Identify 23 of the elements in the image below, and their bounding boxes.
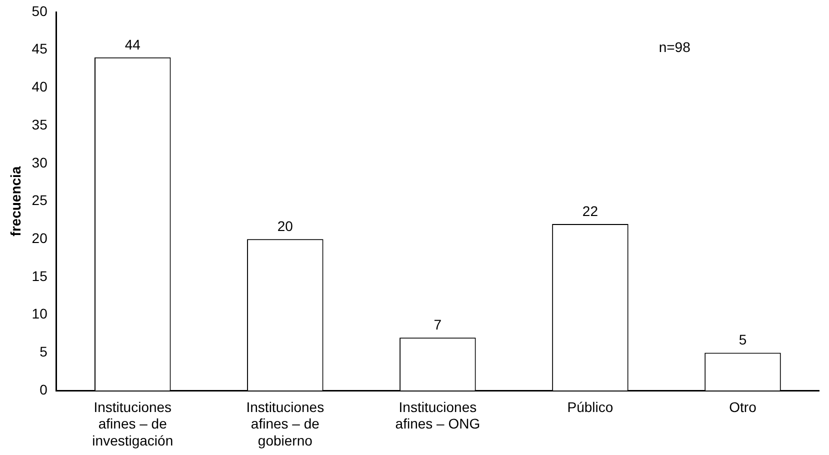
y-tick-label: 25 [32, 192, 48, 208]
x-tick-label: Instituciones afines – de gobierno [246, 398, 324, 448]
annotation: n=98 [658, 38, 691, 55]
y-tick-label: 15 [32, 268, 48, 284]
y-axis-title: frecuencia [7, 166, 24, 236]
y-tick-label: 20 [32, 230, 48, 246]
y-tick-label: 35 [32, 116, 48, 132]
x-tick-label: Público [567, 398, 614, 415]
data-label: 5 [738, 332, 747, 348]
y-tick-label: 0 [40, 381, 48, 398]
x-tick-label: Instituciones afines – ONG [395, 398, 480, 432]
y-tick-label: 50 [32, 2, 48, 19]
data-label: 22 [582, 202, 598, 219]
data-label: 44 [124, 36, 141, 52]
data-label: 7 [434, 316, 442, 332]
data-label: 20 [277, 218, 294, 234]
y-tick-label: 5 [40, 344, 48, 360]
y-tick-label: 10 [32, 306, 48, 322]
x-tick-label: Otro [729, 398, 757, 415]
y-tick-label: 40 [32, 78, 48, 95]
y-tick-label: 45 [32, 40, 48, 57]
y-tick-label: 30 [32, 154, 48, 170]
x-tick-label: Instituciones afines – de investigación [92, 398, 174, 448]
